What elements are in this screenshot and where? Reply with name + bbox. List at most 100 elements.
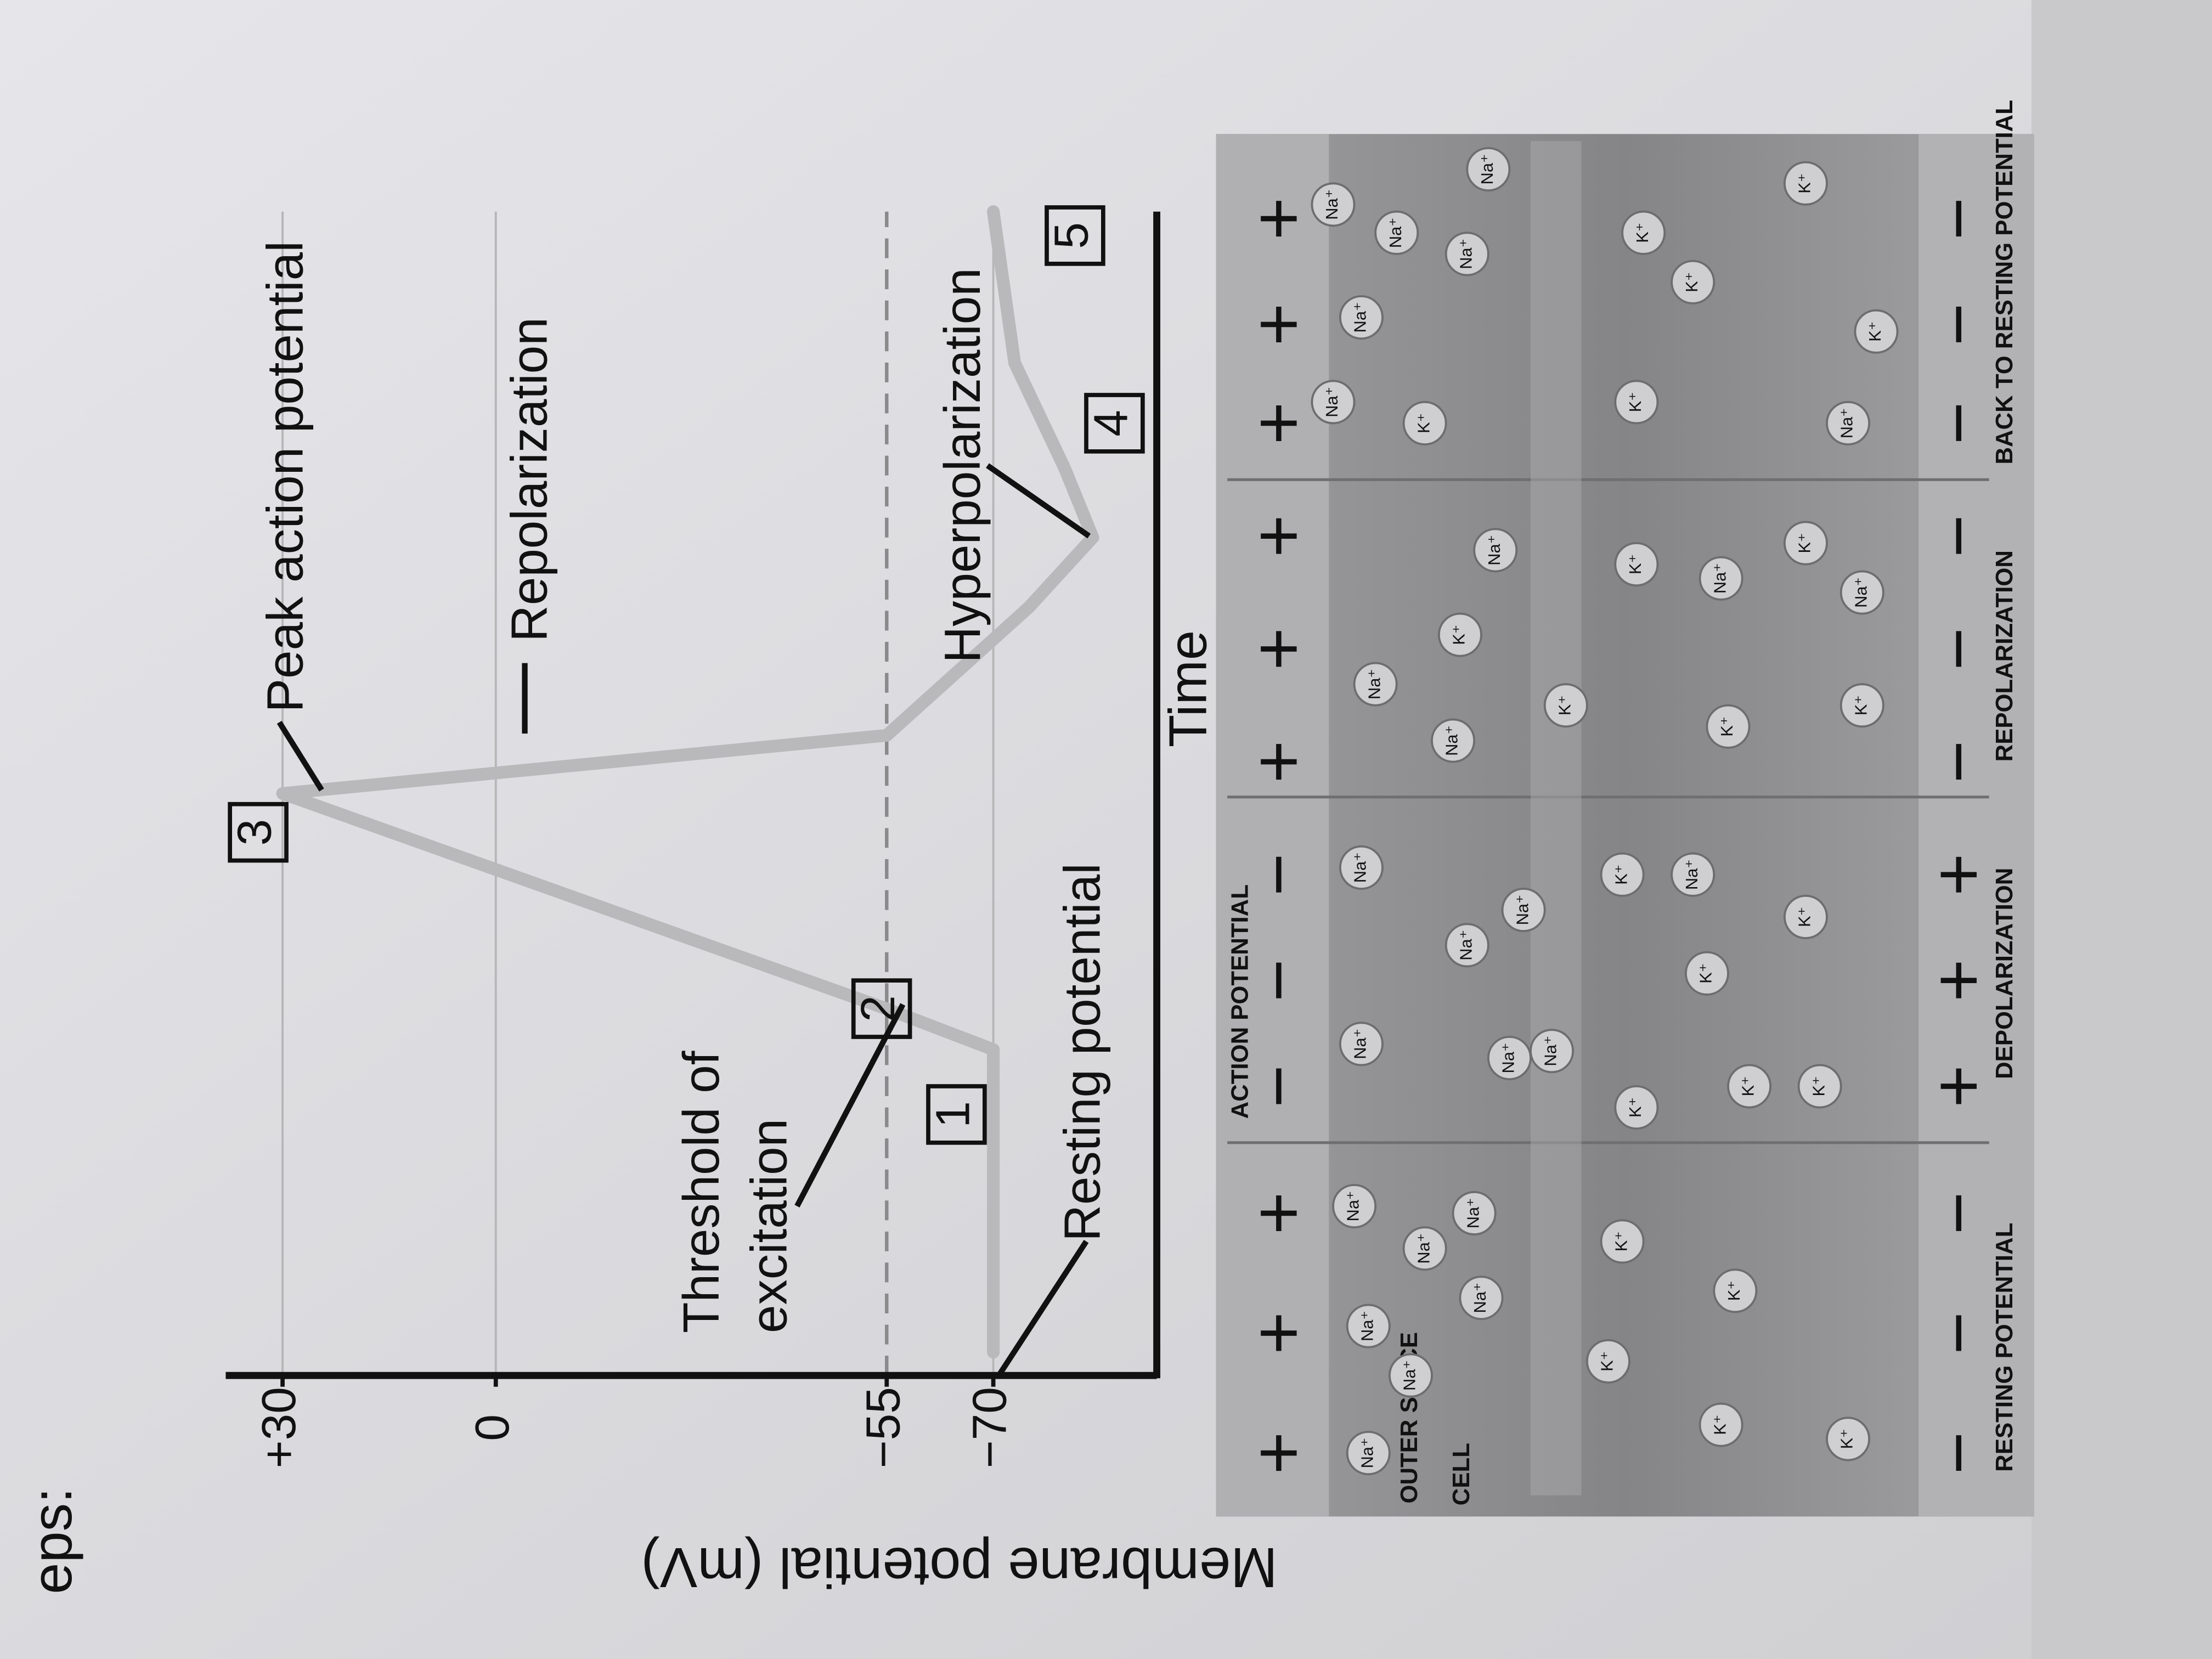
- ion: [1839, 683, 1884, 728]
- ion-label: K⁺: [1717, 716, 1736, 737]
- charge: −: [1917, 402, 1999, 444]
- charge: +: [1237, 1192, 1319, 1234]
- charge: −: [1917, 515, 1999, 557]
- ion-label: K⁺: [1710, 1415, 1729, 1435]
- step-number: 4: [1084, 410, 1138, 437]
- ion: [1444, 923, 1489, 968]
- ion: [1839, 570, 1884, 615]
- charge: +: [1917, 959, 1999, 1002]
- y-tick-label: +30: [252, 1387, 306, 1468]
- ion: [1854, 309, 1899, 354]
- leader-line: [996, 1240, 1089, 1377]
- charge: −: [1237, 959, 1319, 1002]
- stage-label: RESTING POTENTIAL: [1991, 1223, 2018, 1472]
- annotation: Resting potential: [1053, 863, 1110, 1242]
- ion: [1797, 1064, 1842, 1109]
- ion: [1346, 1431, 1391, 1476]
- charge: +: [1237, 741, 1319, 783]
- ion: [1600, 852, 1645, 897]
- ion-label: K⁺: [1449, 625, 1469, 645]
- annotation: Repolarization: [500, 317, 557, 642]
- ion-label: K⁺: [1809, 1076, 1828, 1097]
- ion: [1487, 1036, 1532, 1081]
- ion: [1437, 612, 1482, 657]
- step-number: 5: [1045, 222, 1098, 249]
- ion: [1339, 1022, 1384, 1066]
- charge: −: [1917, 303, 1999, 346]
- ion-label: Na⁺: [1463, 1198, 1482, 1229]
- charge: +: [1237, 1432, 1319, 1475]
- charge: −: [1917, 198, 1999, 240]
- ion-label: Na⁺: [1400, 1360, 1419, 1391]
- ion: [1671, 259, 1716, 304]
- ion: [1713, 1268, 1758, 1313]
- ion: [1684, 951, 1729, 996]
- outer-band: [1216, 134, 1329, 1517]
- charge: −: [1237, 1065, 1319, 1108]
- ion-label: K⁺: [1795, 907, 1814, 927]
- ion-label: K⁺: [1682, 272, 1701, 292]
- y-tick-label: −55: [856, 1387, 910, 1468]
- ion-label: Na⁺: [1386, 217, 1405, 248]
- charge: +: [1237, 402, 1319, 444]
- x-axis-label: Time: [1158, 630, 1218, 748]
- stage-label: DEPOLARIZATION: [1991, 868, 2018, 1079]
- ion-label: Na⁺: [1499, 1043, 1518, 1074]
- ion-label: Na⁺: [1837, 408, 1857, 439]
- charge: +: [1917, 1065, 1999, 1108]
- ion: [1311, 182, 1356, 227]
- ion: [1473, 528, 1518, 573]
- y-tick-label: −70: [963, 1387, 1017, 1468]
- charge: −: [1917, 1312, 1999, 1355]
- ion: [1530, 1029, 1575, 1074]
- ion-label: K⁺: [1795, 173, 1814, 194]
- ion-diagram-bg: [1216, 134, 2034, 1517]
- ion: [1452, 1190, 1497, 1235]
- ion-label: K⁺: [1555, 695, 1574, 715]
- ion: [1402, 400, 1447, 445]
- diagram-title: ACTION POTENTIAL: [1226, 884, 1253, 1119]
- ion: [1699, 556, 1743, 601]
- charge: +: [1237, 628, 1319, 670]
- ion-label: Na⁺: [1357, 1311, 1376, 1341]
- ion-label: K⁺: [1837, 1429, 1857, 1449]
- ion-label: Na⁺: [1322, 387, 1341, 417]
- ion: [1671, 852, 1716, 897]
- ion-label: Na⁺: [1322, 189, 1341, 220]
- ion-label: Na⁺: [1851, 577, 1870, 608]
- ion-label: Na⁺: [1442, 725, 1462, 756]
- ion: [1466, 147, 1511, 192]
- ion-label: K⁺: [1611, 865, 1630, 885]
- ion: [1614, 1085, 1659, 1130]
- charge: +: [1237, 515, 1319, 557]
- step-box: [228, 802, 289, 863]
- step-box: [926, 1084, 987, 1145]
- ion: [1374, 210, 1419, 255]
- ion-label: K⁺: [1724, 1280, 1743, 1301]
- ion-label: Na⁺: [1364, 669, 1384, 699]
- ion: [1585, 1339, 1630, 1384]
- charge: +: [1237, 198, 1319, 240]
- charge: +: [1237, 303, 1319, 346]
- ion: [1614, 380, 1659, 425]
- ion: [1311, 380, 1356, 425]
- ion-label: K⁺: [1626, 392, 1645, 412]
- ion: [1388, 1353, 1433, 1398]
- ion: [1431, 718, 1476, 763]
- ion: [1699, 1402, 1743, 1447]
- ion: [1543, 683, 1588, 728]
- ion: [1402, 1226, 1447, 1271]
- ion-label: Na⁺: [1513, 895, 1532, 926]
- membrane: [1531, 141, 1582, 1496]
- ion: [1621, 210, 1666, 255]
- ion: [1332, 1184, 1377, 1229]
- step-box: [1084, 393, 1145, 454]
- ion: [1346, 1304, 1391, 1348]
- y-tick-label: 0: [465, 1414, 519, 1441]
- ion-label: K⁺: [1739, 1076, 1758, 1097]
- page-heading: eps:: [20, 1487, 83, 1594]
- step-number: 3: [228, 819, 281, 846]
- ion-label: K⁺: [1626, 1097, 1645, 1118]
- ion-label: K⁺: [1598, 1351, 1617, 1372]
